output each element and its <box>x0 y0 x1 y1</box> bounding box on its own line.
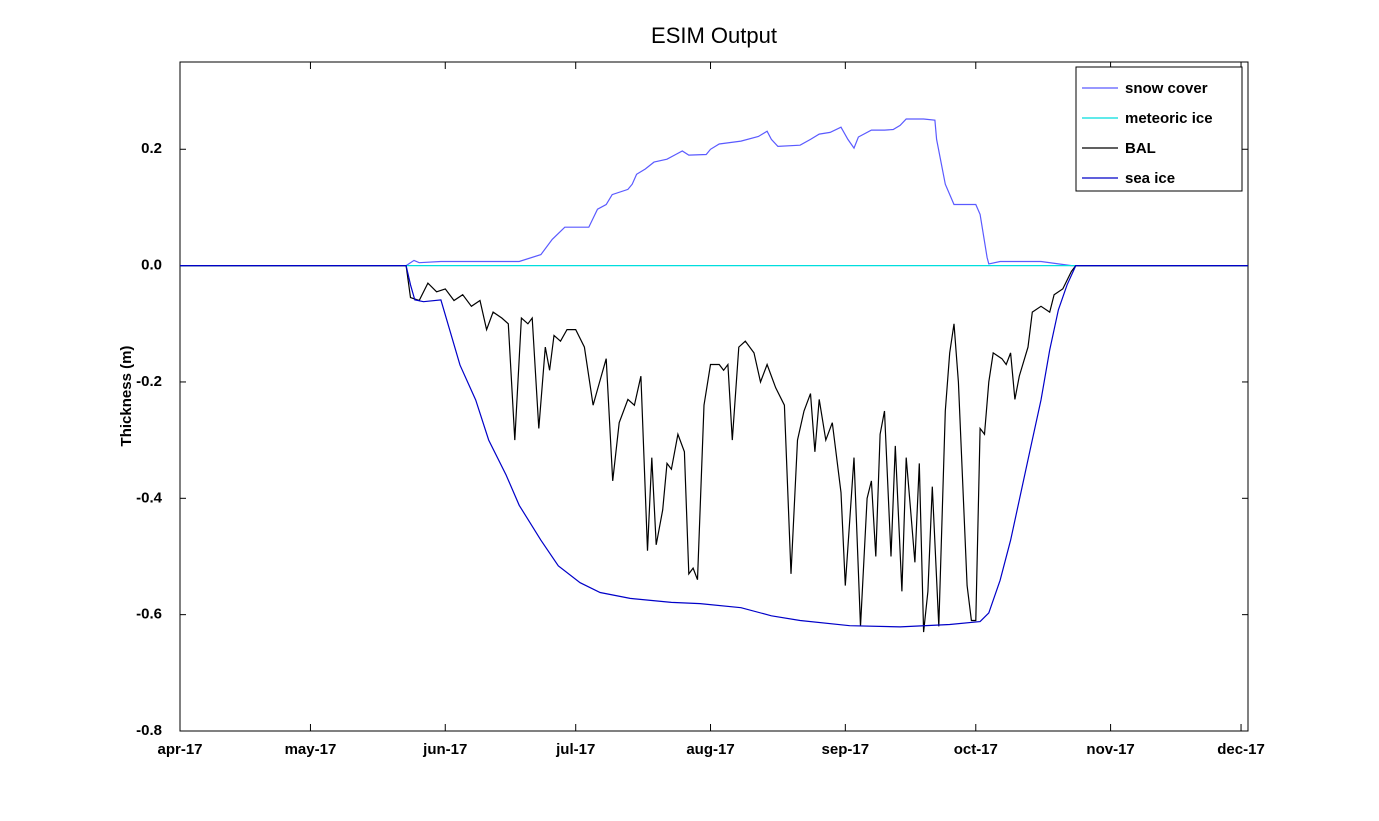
series-line <box>180 118 1248 267</box>
legend-label: sea ice <box>1125 170 1175 187</box>
legend-label: snow cover <box>1125 80 1208 97</box>
y-tick-label: -0.2 <box>136 373 162 390</box>
x-tick-label: sep-17 <box>822 741 870 758</box>
x-tick-label: aug-17 <box>686 741 734 758</box>
y-tick-label: 0.0 <box>141 257 162 274</box>
x-tick-label: jul-17 <box>555 741 595 758</box>
y-tick-label: -0.6 <box>136 606 162 623</box>
series-line <box>180 265 1248 633</box>
chart-title: ESIM Output <box>651 23 777 48</box>
y-tick-label: -0.8 <box>136 722 162 739</box>
x-tick-label: oct-17 <box>954 741 998 758</box>
y-tick-label: 0.2 <box>141 140 162 157</box>
x-tick-label: may-17 <box>285 741 337 758</box>
x-tick-label: apr-17 <box>157 741 202 758</box>
series-line <box>180 265 1248 628</box>
legend-label: meteoric ice <box>1125 110 1213 127</box>
x-tick-label: nov-17 <box>1086 741 1134 758</box>
y-tick-label: -0.4 <box>136 489 163 506</box>
legend-label: BAL <box>1125 140 1156 157</box>
x-tick-label: dec-17 <box>1217 741 1265 758</box>
plot-frame <box>179 61 1249 732</box>
x-tick-label: jun-17 <box>422 741 467 758</box>
y-axis-title: Thickness (m) <box>118 346 135 447</box>
